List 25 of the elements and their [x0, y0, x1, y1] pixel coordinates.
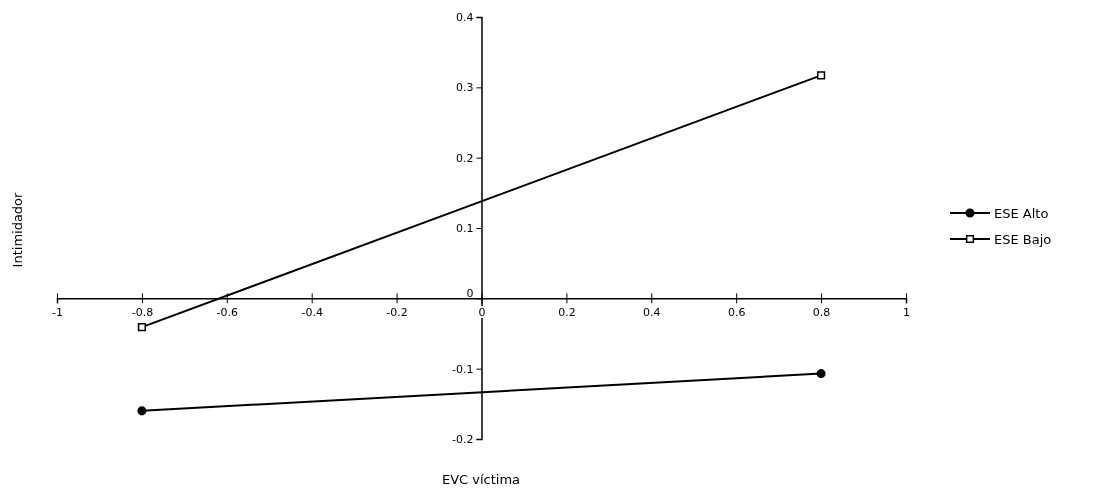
- x-tick-label: -0.6: [216, 306, 239, 320]
- y-tick-label: 0: [466, 286, 474, 300]
- y-tick-label: -0.2: [452, 433, 474, 447]
- x-tick-label: 1: [903, 306, 910, 320]
- y-tick-label: 0.2: [456, 151, 474, 165]
- x-tick-label: -0.4: [301, 306, 323, 320]
- x-tick-label: -1: [52, 306, 63, 320]
- x-tick-label: 0.8: [812, 306, 831, 320]
- y-tick-label: -0.1: [452, 362, 474, 376]
- x-tick-label: 0.4: [643, 306, 661, 320]
- legend-label: ESE Alto: [994, 205, 1049, 221]
- y-axis-title: Intimidador: [10, 191, 25, 268]
- x-tick-label: -0.8: [131, 306, 154, 320]
- point: [816, 369, 826, 379]
- x-tick-label: 0.6: [727, 306, 746, 320]
- y-tick-label: 0.4: [456, 11, 474, 25]
- y-tick-label: 0.3: [456, 81, 474, 95]
- legend-label: ESE Bajo: [994, 231, 1052, 247]
- x-axis-title: EVC víctima: [441, 472, 521, 487]
- x-tick-label: 0.2: [558, 306, 576, 320]
- x-tick-label: -0.2: [386, 306, 408, 320]
- point: [137, 406, 147, 416]
- point: [137, 323, 146, 332]
- y-tick-label: 0.1: [456, 222, 474, 236]
- point: [817, 71, 826, 80]
